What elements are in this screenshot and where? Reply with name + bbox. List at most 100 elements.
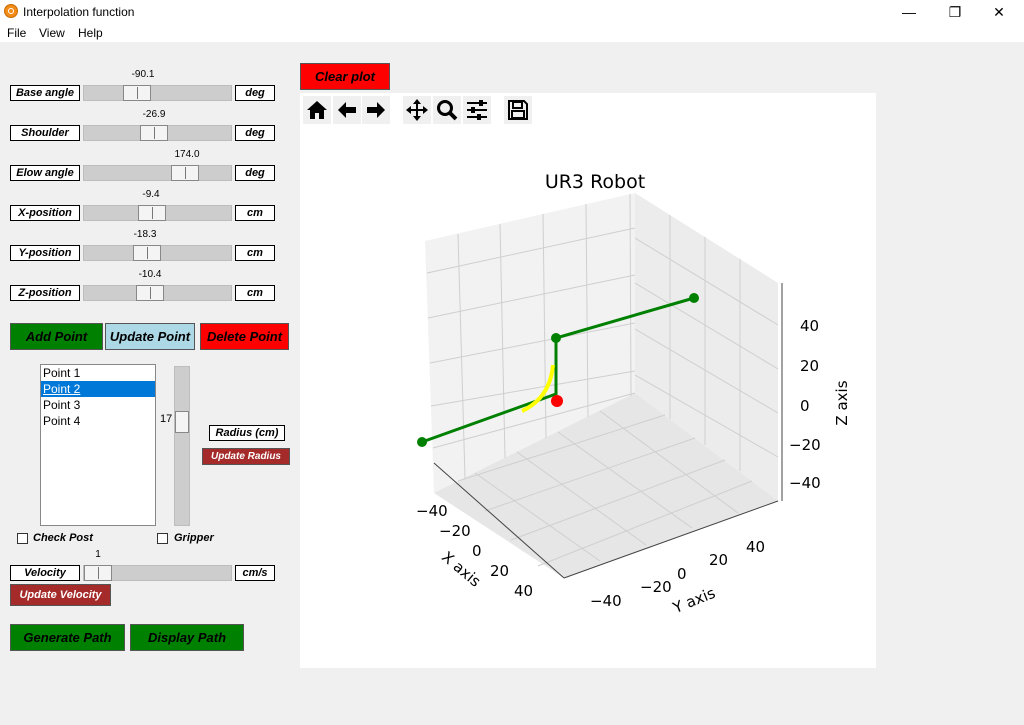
- shoulder-value: -26.9: [142, 109, 166, 120]
- z-tick-label: 0: [800, 397, 810, 415]
- radius-slider[interactable]: [174, 366, 190, 526]
- y-position-label: Y-position: [10, 245, 80, 261]
- radius-value: 17: [160, 413, 173, 425]
- update-point-button[interactable]: Update Point: [105, 323, 195, 350]
- interpolation-arc: [521, 364, 555, 413]
- menu-view[interactable]: View: [39, 26, 65, 40]
- x-tick-label: −40: [416, 502, 448, 520]
- base-angle-unit: deg: [235, 85, 275, 101]
- z-tick-label: 40: [800, 317, 819, 335]
- y-tick-label: −40: [590, 592, 622, 610]
- y-axis-label: Y axis: [669, 584, 718, 618]
- elow-angle-label: Elow angle: [10, 165, 80, 181]
- check-post-label: Check Post: [33, 532, 93, 544]
- pan-icon[interactable]: [403, 96, 431, 124]
- add-point-button[interactable]: Add Point: [10, 323, 103, 350]
- x-tick-label: 40: [514, 582, 533, 600]
- z-position-label: Z-position: [10, 285, 80, 301]
- home-icon[interactable]: [303, 96, 331, 124]
- elow-angle-slider[interactable]: [83, 165, 232, 181]
- delete-point-button[interactable]: Delete Point: [200, 323, 289, 350]
- minimize-button[interactable]: —: [902, 4, 916, 20]
- window-title: Interpolation function: [23, 5, 135, 19]
- x-tick-label: 0: [472, 542, 482, 560]
- shoulder-unit: deg: [235, 125, 275, 141]
- slider-thumb[interactable]: [138, 205, 166, 221]
- save-icon[interactable]: [504, 96, 532, 124]
- y-tick-label: 40: [746, 538, 765, 556]
- robot-path-line: [421, 296, 695, 444]
- z-ticks: 40 20 0 −20 −40: [789, 317, 821, 492]
- elow-angle-value: 174.0: [174, 149, 200, 160]
- x-position-slider[interactable]: [83, 205, 232, 221]
- y-position-slider[interactable]: [83, 245, 232, 261]
- list-item[interactable]: Point 4: [43, 414, 81, 428]
- slider-thumb[interactable]: [123, 85, 151, 101]
- axis-lines: [433, 283, 783, 579]
- clear-plot-button[interactable]: Clear plot: [300, 63, 390, 90]
- gripper-checkbox[interactable]: [157, 533, 168, 544]
- shoulder-slider[interactable]: [83, 125, 232, 141]
- app-icon: [4, 4, 18, 18]
- slider-thumb[interactable]: [133, 245, 161, 261]
- title-bar: Interpolation function — ❐ ✕: [0, 0, 1024, 24]
- list-item-selected[interactable]: Point 2: [41, 381, 155, 397]
- radius-label: Radius (cm): [209, 425, 285, 441]
- slider-thumb[interactable]: [140, 125, 168, 141]
- forward-arrow-icon[interactable]: [362, 96, 390, 124]
- z-tick-label: −40: [789, 474, 821, 492]
- close-button[interactable]: ✕: [993, 3, 1005, 20]
- robot-3d-chart[interactable]: UR3 Robot 40 20 0 −20 −40 Z axis −40 −20…: [300, 93, 876, 668]
- x-position-value: -9.4: [142, 189, 160, 200]
- shoulder-label: Shoulder: [10, 125, 80, 141]
- back-arrow-icon[interactable]: [333, 96, 361, 124]
- z-position-value: -10.4: [138, 269, 162, 280]
- gripper-label: Gripper: [174, 532, 214, 544]
- slider-thumb[interactable]: [171, 165, 199, 181]
- z-position-unit: cm: [235, 285, 275, 301]
- menu-help[interactable]: Help: [78, 26, 103, 40]
- maximize-button[interactable]: ❐: [948, 3, 962, 20]
- y-ticks: −40 −20 0 20 40: [590, 538, 765, 610]
- points-listbox[interactable]: Point 1 Point 2 Point 3 Point 4: [40, 364, 156, 526]
- slider-thumb[interactable]: [84, 565, 112, 581]
- menu-bar: File View Help: [0, 24, 1024, 42]
- velocity-label: Velocity: [10, 565, 80, 581]
- update-radius-button[interactable]: Update Radius: [202, 448, 290, 465]
- path-point: [689, 293, 699, 303]
- path-point: [551, 333, 561, 343]
- base-angle-slider[interactable]: [83, 85, 232, 101]
- current-position-point: [551, 395, 563, 407]
- x-ticks: −40 −20 0 20 40: [416, 502, 533, 600]
- menu-file[interactable]: File: [7, 26, 27, 40]
- display-path-button[interactable]: Display Path: [130, 624, 244, 651]
- base-angle-label: Base angle: [10, 85, 80, 101]
- y-position-value: -18.3: [133, 229, 157, 240]
- check-post-checkbox[interactable]: [17, 533, 28, 544]
- x-position-unit: cm: [235, 205, 275, 221]
- update-velocity-button[interactable]: Update Velocity: [10, 584, 111, 606]
- y-tick-label: −20: [640, 578, 672, 596]
- x-tick-label: −20: [439, 522, 471, 540]
- z-tick-label: −20: [789, 436, 821, 454]
- radius-slider-thumb[interactable]: [175, 411, 189, 433]
- z-tick-label: 20: [800, 357, 819, 375]
- path-point: [417, 437, 427, 447]
- zoom-icon[interactable]: [433, 96, 461, 124]
- slider-thumb[interactable]: [136, 285, 164, 301]
- velocity-value: 1: [95, 549, 101, 560]
- back-right-pane: [635, 193, 778, 501]
- x-tick-label: 20: [490, 562, 509, 580]
- z-position-slider[interactable]: [83, 285, 232, 301]
- y-position-unit: cm: [235, 245, 275, 261]
- x-position-label: X-position: [10, 205, 80, 221]
- elow-angle-unit: deg: [235, 165, 275, 181]
- chart-title: UR3 Robot: [545, 171, 645, 193]
- list-item[interactable]: Point 3: [43, 398, 81, 412]
- grid-lines: [426, 193, 779, 567]
- velocity-slider[interactable]: [83, 565, 232, 581]
- z-axis-label: Z axis: [833, 380, 851, 425]
- list-item[interactable]: Point 1: [43, 366, 81, 380]
- configure-icon[interactable]: [463, 96, 491, 124]
- generate-path-button[interactable]: Generate Path: [10, 624, 125, 651]
